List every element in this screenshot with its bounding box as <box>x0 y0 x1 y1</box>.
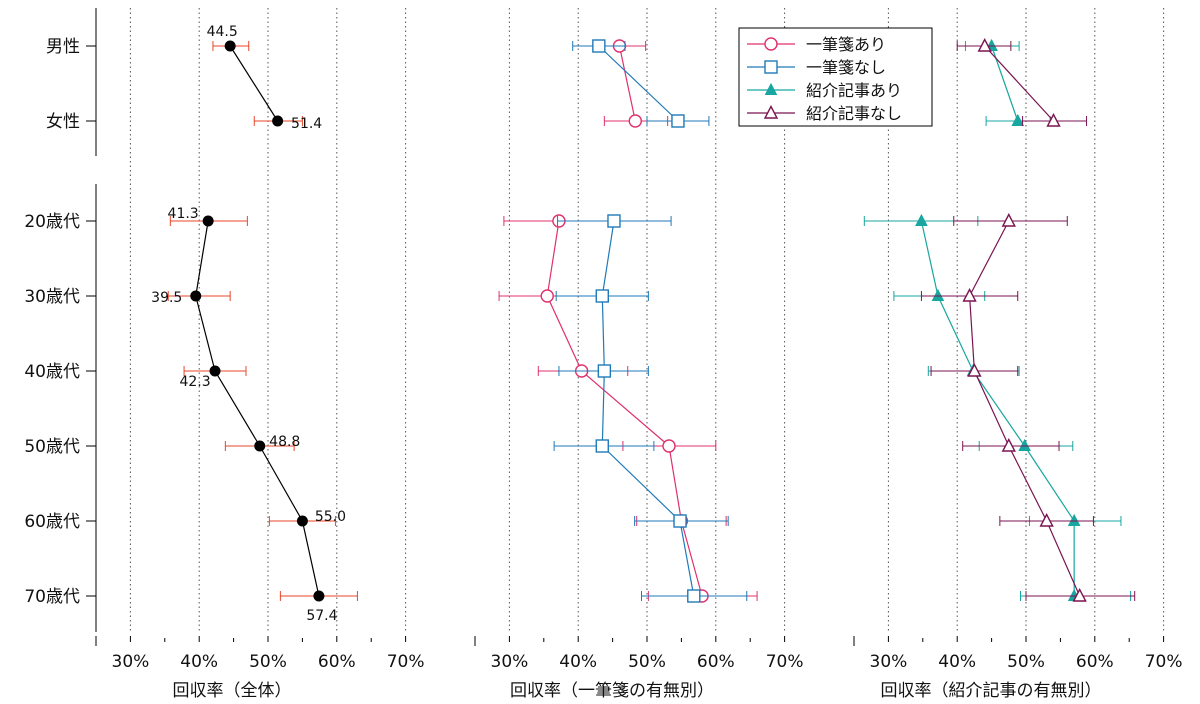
data-point <box>313 590 325 602</box>
data-label: 51.4 <box>291 116 322 132</box>
data-point <box>1067 513 1081 526</box>
legend-label-note-no: 一筆箋なし <box>806 58 886 77</box>
data-point <box>209 365 221 377</box>
category-label-age: 40歳代 <box>24 362 80 382</box>
category-label-age: 60歳代 <box>24 512 80 532</box>
tick-label: 60% <box>697 652 735 672</box>
legend: 一筆箋あり 一筆箋なし 紹介記事あり 紹介記事なし <box>738 27 933 127</box>
data-point <box>1011 113 1025 126</box>
series-line <box>984 45 1054 122</box>
series-line <box>601 220 695 597</box>
tick-label: 50% <box>1007 652 1045 672</box>
data-point <box>597 364 612 378</box>
axis-title-overall: 回収率（全体） <box>173 681 292 701</box>
category-label-age: 70歳代 <box>24 587 80 607</box>
data-label: 57.4 <box>306 608 337 624</box>
legend-label-article-yes: 紹介記事あり <box>806 81 902 100</box>
data-label: 55.0 <box>315 509 346 525</box>
data-point <box>687 589 701 603</box>
category-label-gender: 女性 <box>46 112 80 132</box>
data-point <box>592 39 606 53</box>
legend-label-note-yes: 一筆箋あり <box>806 35 886 54</box>
axis-layer <box>86 8 1165 646</box>
tick-label: 70% <box>766 652 804 672</box>
data-point <box>296 515 308 527</box>
data-point <box>977 37 992 52</box>
category-label-age: 20歳代 <box>24 212 80 232</box>
label-layer: 30% 40% 50% 60% 70% 30% 40% 50% 60% 70% 30% 40% 50% 6… <box>24 24 1182 672</box>
tick-label: 40% <box>180 652 218 672</box>
data-point <box>254 440 266 452</box>
tick-label: 50% <box>628 652 666 672</box>
grid-layer <box>129 8 1165 632</box>
data-label: 42.3 <box>179 374 210 390</box>
data-point <box>224 40 236 52</box>
data-point <box>662 439 676 453</box>
tick-label: 40% <box>559 652 597 672</box>
data-point <box>1001 437 1016 452</box>
series-line <box>968 220 1081 597</box>
data-point <box>671 114 685 128</box>
tick-label: 70% <box>1145 652 1183 672</box>
data-point <box>1039 512 1054 527</box>
axis-title-article: 回収率（紹介記事の有無別） <box>881 681 1102 701</box>
legend-marker <box>764 60 778 74</box>
data-point <box>931 288 945 301</box>
legend-marker <box>764 82 778 95</box>
legend-marker <box>764 37 778 51</box>
data-point <box>1018 438 1031 451</box>
data-point <box>190 290 202 302</box>
data-point <box>628 114 643 128</box>
series-line <box>598 45 679 122</box>
data-point <box>1046 112 1061 127</box>
tick-label: 40% <box>938 652 976 672</box>
data-point <box>202 215 214 227</box>
tick-label: 60% <box>318 652 356 672</box>
series-line <box>195 220 320 597</box>
tick-label: 50% <box>249 652 287 672</box>
tick-label: 30% <box>112 652 150 672</box>
data-label: 41.3 <box>168 206 199 222</box>
axis-title-note: 回収率（一筆箋の有無別） <box>510 681 714 701</box>
data-point <box>595 289 609 303</box>
series-line <box>920 220 1075 596</box>
category-label-gender: 男性 <box>46 37 80 57</box>
data-point <box>540 289 554 303</box>
data-point <box>607 214 621 228</box>
series-line <box>546 220 703 597</box>
tick-label: 70% <box>387 652 425 672</box>
tick-label: 30% <box>491 652 529 672</box>
data-point <box>673 514 687 528</box>
category-label-age: 50歳代 <box>24 437 80 457</box>
data-point <box>595 439 609 453</box>
category-label-age: 30歳代 <box>24 287 80 307</box>
data-label: 39.5 <box>151 290 182 306</box>
data-label: 48.8 <box>269 434 300 450</box>
series-line <box>618 45 636 122</box>
data-label: 44.5 <box>207 24 238 40</box>
legend-label-article-no: 紹介記事なし <box>806 104 902 123</box>
series-line <box>229 45 279 122</box>
tick-label: 30% <box>870 652 908 672</box>
data-point <box>967 362 982 377</box>
data-point <box>272 115 284 127</box>
data-point <box>915 213 928 226</box>
legend-marker <box>763 104 779 119</box>
data-point <box>1072 587 1087 602</box>
data-point <box>1001 212 1016 227</box>
tick-label: 60% <box>1076 652 1114 672</box>
series-layer <box>167 37 1136 603</box>
data-point <box>962 287 977 302</box>
